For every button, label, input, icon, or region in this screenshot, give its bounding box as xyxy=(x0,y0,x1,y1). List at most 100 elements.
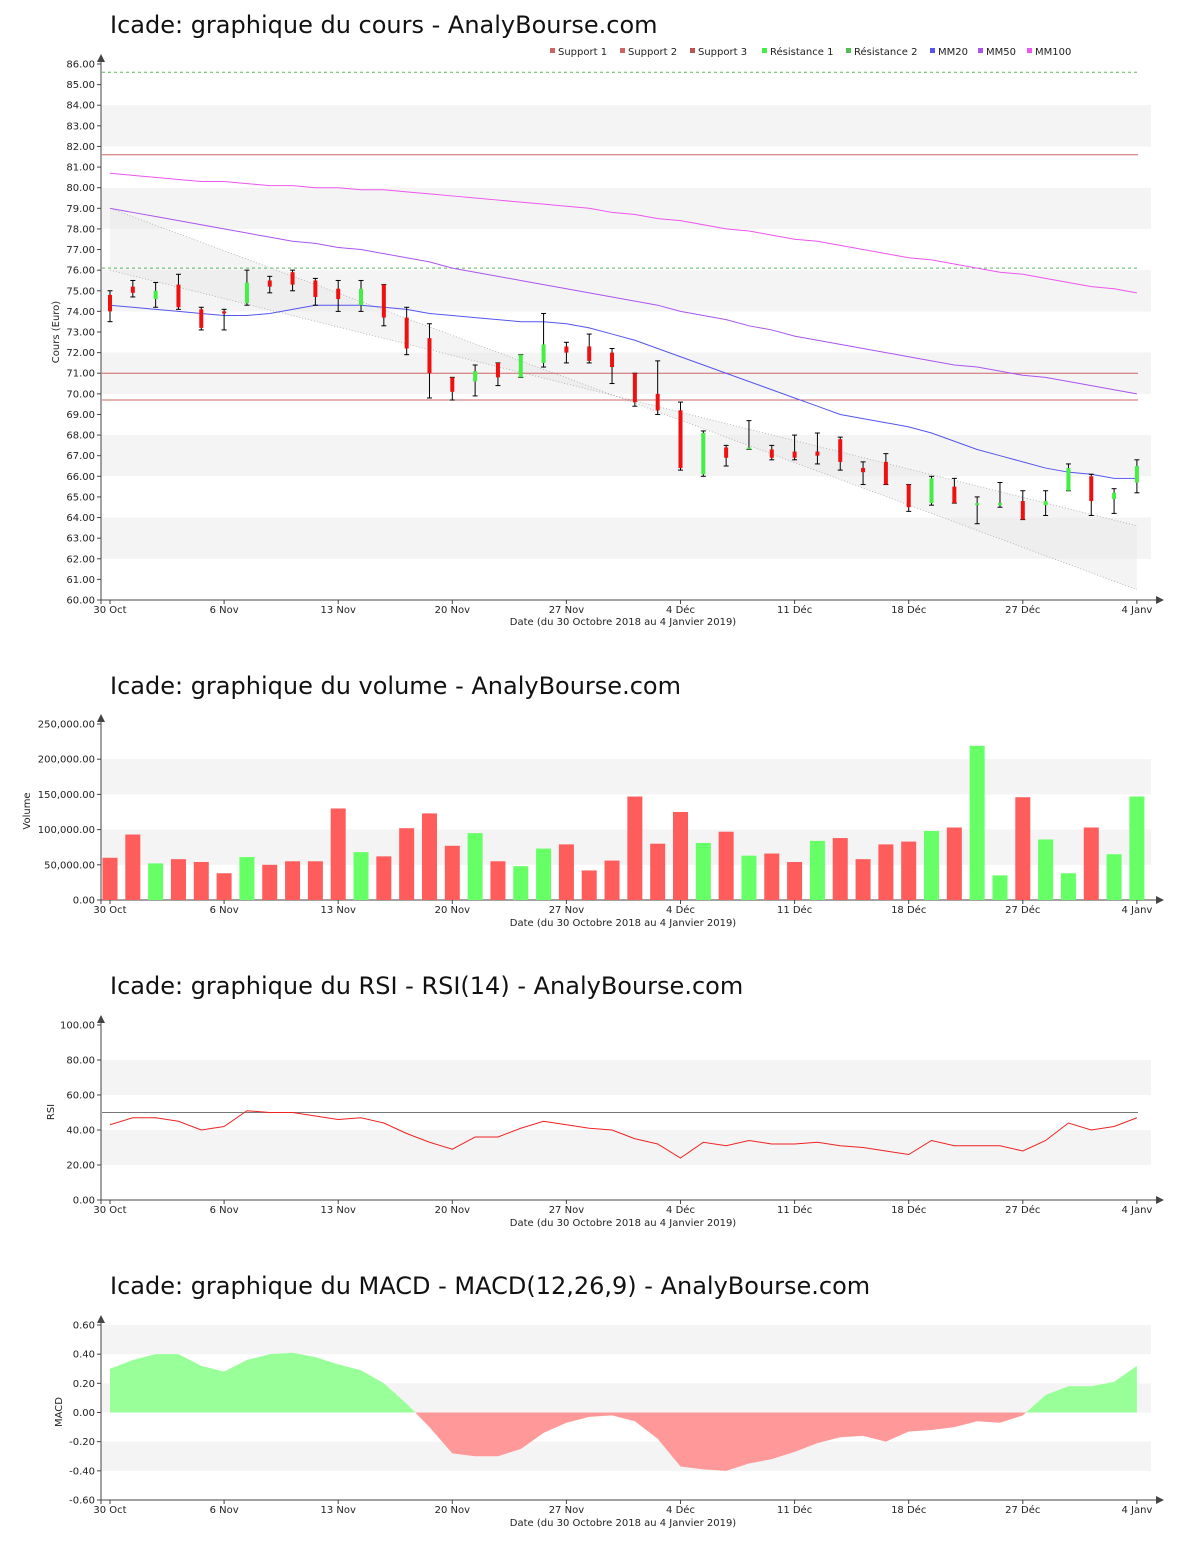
candle xyxy=(449,376,455,401)
volume-x-tick-label: 30 Oct xyxy=(93,905,126,916)
macd-x-tick-label: 13 Nov xyxy=(320,1505,356,1516)
candle xyxy=(244,269,250,306)
volume-grid-band xyxy=(101,759,1151,795)
candle-body xyxy=(1134,466,1139,483)
candle-body xyxy=(541,344,546,363)
volume-chart-title: Icade: graphique du volume - AnalyBourse… xyxy=(110,672,681,700)
price-y-tick-label: 84.00 xyxy=(66,101,95,112)
volume-y-tick-label: 150,000.00 xyxy=(38,790,95,801)
volume-bar xyxy=(170,859,186,900)
price-y-tick-label: 82.00 xyxy=(66,142,95,153)
rsi-ylabel: RSI xyxy=(46,1104,57,1120)
candle-body xyxy=(769,449,774,458)
candle-body xyxy=(838,439,843,462)
candle xyxy=(472,364,478,397)
volume-x-tick-label: 27 Nov xyxy=(549,905,585,916)
price-y-tick-label: 73.00 xyxy=(66,328,95,339)
price-y-tick-label: 83.00 xyxy=(66,121,95,132)
rsi-y-tick-label: 60.00 xyxy=(66,1091,95,1102)
volume-bar xyxy=(741,855,757,900)
volume-bar xyxy=(764,853,780,900)
candle-body xyxy=(267,280,272,287)
price-x-tick-label: 4 Déc xyxy=(666,604,695,616)
volume-x-tick-label: 4 Déc xyxy=(666,904,695,916)
price-x-tick-label: 27 Déc xyxy=(1005,604,1040,616)
macd-x-tick-label: 30 Oct xyxy=(93,1505,126,1516)
candle-body xyxy=(381,284,386,318)
candle-body xyxy=(336,288,341,300)
macd-y-tick-label: 0.40 xyxy=(73,1350,95,1361)
legend-entry: MM50 xyxy=(986,47,1016,58)
rsi-line xyxy=(109,1110,1138,1159)
macd-chart-title: Icade: graphique du MACD - MACD(12,26,9)… xyxy=(110,1272,870,1300)
price-y-tick-label: 67.00 xyxy=(66,451,95,462)
macd-x-tick-label: 18 Déc xyxy=(891,1504,926,1516)
candle xyxy=(1111,488,1117,514)
volume-bar xyxy=(193,861,209,900)
price-y-tick-label: 66.00 xyxy=(66,472,95,483)
volume-bar xyxy=(1083,827,1099,900)
macd-y-axis-arrow xyxy=(97,1315,105,1323)
price-x-tick-label: 13 Nov xyxy=(320,605,356,616)
rsi-x-tick-label: 13 Nov xyxy=(320,1205,356,1216)
volume-bar xyxy=(467,833,483,900)
candle-body xyxy=(290,272,295,285)
candle-body xyxy=(952,486,957,504)
price-ylabel: Cours (Euro) xyxy=(51,301,62,364)
volume-bar xyxy=(444,845,460,900)
rsi-x-axis-arrow xyxy=(1156,1196,1164,1204)
volume-bar xyxy=(1060,873,1076,900)
mm20-line xyxy=(109,304,1137,479)
legend-swatch xyxy=(846,48,851,53)
candle-body xyxy=(1112,492,1117,499)
candle-body xyxy=(1043,501,1048,506)
price-y-tick-label: 81.00 xyxy=(66,163,95,174)
volume-bar xyxy=(650,843,666,900)
volume-bar xyxy=(581,870,597,900)
price-y-tick-label: 74.00 xyxy=(66,307,95,318)
candle-body xyxy=(906,484,911,508)
volume-bar xyxy=(809,840,825,900)
legend-entry: Résistance 1 xyxy=(770,46,833,58)
price-grid-band xyxy=(101,270,1151,312)
candle-body xyxy=(587,346,592,361)
volume-bar xyxy=(262,864,278,900)
candle-body xyxy=(222,311,227,314)
volume-bar xyxy=(673,812,688,900)
candle xyxy=(792,434,798,461)
candle xyxy=(678,401,683,471)
candle xyxy=(1020,490,1026,521)
trend-channel-lower xyxy=(109,207,1138,591)
macd-grid-band xyxy=(101,1441,1151,1471)
candle-body xyxy=(359,288,364,306)
volume-x-tick-label: 11 Déc xyxy=(777,904,812,916)
volume-y-tick-label: 250,000.00 xyxy=(38,720,95,731)
macd-y-tick-label: 0.20 xyxy=(73,1379,95,1390)
price-y-tick-label: 65.00 xyxy=(66,492,95,503)
rsi-chart: Icade: graphique du RSI - RSI(14) - Anal… xyxy=(46,972,1164,1229)
volume-bar xyxy=(216,873,232,900)
volume-bar xyxy=(1038,839,1054,900)
price-xlabel: Date (du 30 Octobre 2018 au 4 Janvier 20… xyxy=(510,617,737,628)
price-y-tick-label: 61.00 xyxy=(66,575,95,586)
volume-bar xyxy=(102,857,118,900)
rsi-y-axis-arrow xyxy=(97,1015,105,1023)
candle xyxy=(175,273,181,310)
volume-y-axis-arrow xyxy=(97,714,105,722)
candle-body xyxy=(792,451,797,458)
rsi-grid-band xyxy=(101,1060,1151,1095)
candle-body xyxy=(655,393,660,411)
candle xyxy=(404,306,410,356)
candle-body xyxy=(153,290,158,300)
candle-body xyxy=(746,447,751,450)
legend-swatch xyxy=(550,48,555,53)
candle xyxy=(221,308,227,331)
volume-bar xyxy=(604,860,620,900)
macd-x-tick-label: 27 Déc xyxy=(1005,1504,1040,1516)
candle-body xyxy=(724,447,729,458)
candle xyxy=(198,306,204,331)
candle xyxy=(586,333,592,364)
legend-swatch xyxy=(690,48,695,53)
volume-bar xyxy=(490,861,506,900)
volume-y-tick-label: 100,000.00 xyxy=(38,825,95,836)
